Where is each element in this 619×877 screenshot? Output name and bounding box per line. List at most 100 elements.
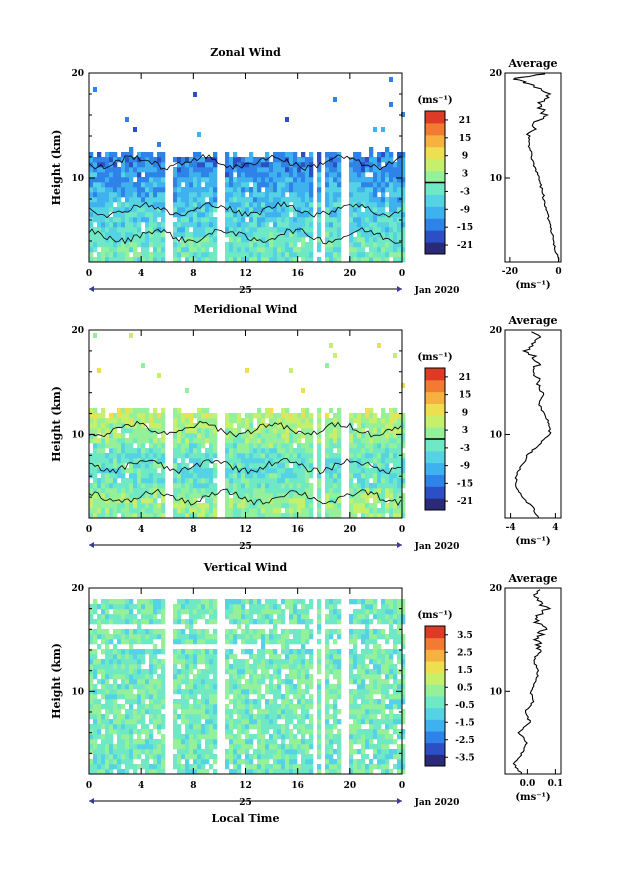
colorbar-swatch [425,380,445,392]
average-title: Average [507,314,557,327]
x-tick-label: 12 [239,525,252,535]
colorbar-swatch [425,498,445,510]
colorbar-swatch [425,230,445,242]
colorbar-swatch [425,661,445,673]
colorbar-swatch [425,719,445,731]
colorbar-unit: (ms⁻¹) [417,352,452,363]
average-y-tick-label: 10 [489,687,502,697]
average-y-tick-label: 10 [489,430,502,440]
colorbar-tick-label: 21 [459,373,472,383]
average-title: Average [507,57,557,70]
colorbar-swatch [425,415,445,427]
colorbar-swatch [425,171,445,183]
y-axis-label: Height (km) [50,386,63,462]
x-tick-label: 20 [344,525,357,535]
average-profile-line [515,332,551,518]
y-tick-label: 10 [71,430,84,440]
colorbar-tick-label: -21 [457,497,473,507]
average-x-tick-label: 0 [555,267,561,277]
x-tick-label: 12 [239,781,252,791]
colorbar-tick-label: -3.5 [455,753,474,763]
colorbar-swatch [425,638,445,650]
colorbar-swatch [425,242,445,254]
colorbar-tick-label: 3 [462,426,468,436]
panel-title: Vertical Wind [203,561,288,574]
colorbar-swatch [425,194,445,206]
y-tick-label: 20 [71,584,84,594]
day-label: 25 [239,542,252,552]
x-tick-label: 16 [291,525,304,535]
average-x-label: (ms⁻¹) [515,536,550,547]
colorbar-tick-label: -21 [457,241,473,251]
colorbar-swatch [425,183,445,195]
y-tick-label: 10 [71,174,84,184]
day-axis-arrow [397,798,402,804]
colorbar-swatch [425,649,445,661]
colorbar-swatch [425,696,445,708]
x-tick-label: 4 [138,269,144,279]
panel-title: Meridional Wind [194,303,298,316]
colorbar-tick-label: -3 [460,187,470,197]
x-tick-label: 12 [239,269,252,279]
average-title: Average [507,572,557,585]
day-label: 25 [239,286,252,296]
x-tick-label: 0 [399,525,405,535]
average-frame [505,588,561,774]
average-x-tick-label: 0.1 [548,779,564,789]
colorbar-swatch [425,475,445,487]
colorbar-tick-label: -9 [460,205,470,215]
y-axis-label: Height (km) [50,643,63,719]
date-label: Jan 2020 [414,798,460,808]
colorbar-swatch [425,135,445,147]
average-x-label: (ms⁻¹) [515,280,550,291]
colorbar-swatch [425,708,445,720]
x-tick-label: 8 [190,525,196,535]
y-tick-label: 20 [71,69,84,79]
heatmap-cells [89,599,405,774]
colorbar-unit: (ms⁻¹) [417,95,452,106]
colorbar-tick-label: -2.5 [455,736,474,746]
y-tick-label: 20 [71,326,84,336]
day-axis-arrow [89,542,94,548]
average-profile-line [514,74,559,262]
colorbar-swatch [425,404,445,416]
average-profile-line [513,590,550,774]
x-tick-label: 0 [399,781,405,791]
average-x-tick-label: -4 [506,523,516,533]
colorbar-tick-label: 2.5 [457,648,473,658]
x-tick-label: 16 [291,269,304,279]
colorbar-unit: (ms⁻¹) [417,610,452,621]
heatmap-cells [89,333,405,518]
x-tick-label: 0 [399,269,405,279]
average-frame [505,73,561,262]
colorbar-swatch [425,159,445,171]
panel-title: Zonal Wind [210,46,281,59]
average-x-tick-label: -20 [502,267,518,277]
colorbar-swatch [425,368,445,380]
colorbar-tick-label: -15 [457,223,473,233]
colorbar-swatch [425,111,445,123]
colorbar-swatch [425,206,445,218]
average-y-tick-label: 20 [489,69,502,79]
colorbar-swatch [425,463,445,475]
colorbar-tick-label: 9 [462,408,468,418]
x-tick-label: 20 [344,269,357,279]
colorbar-tick-label: -15 [457,479,473,489]
colorbar-swatch [425,673,445,685]
average-x-tick-label: 0.0 [520,779,536,789]
day-axis-arrow [397,542,402,548]
x-tick-label: 0 [86,781,92,791]
colorbar-tick-label: 3.5 [457,631,473,641]
x-axis-label: Local Time [212,812,280,825]
x-tick-label: 0 [86,269,92,279]
colorbar-swatch [425,123,445,135]
average-y-tick-label: 20 [489,584,502,594]
colorbar-swatch [425,684,445,696]
colorbar-tick-label: 0.5 [457,683,473,693]
average-y-tick-label: 20 [489,326,502,336]
colorbar-tick-label: -1.5 [455,718,474,728]
